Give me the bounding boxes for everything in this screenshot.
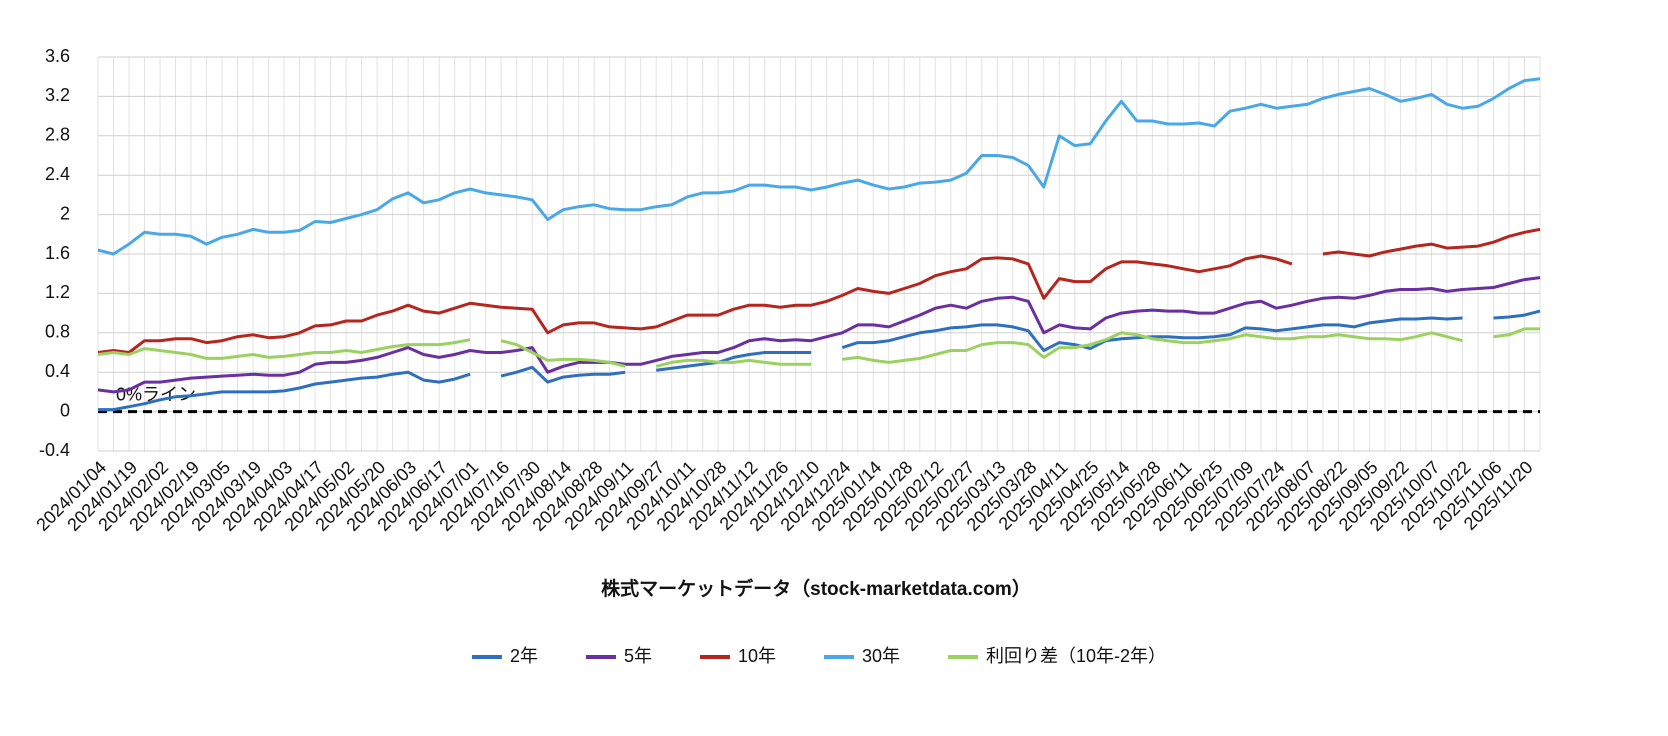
series-line <box>98 370 471 412</box>
y-tick-label: 2 <box>60 203 70 223</box>
y-tick-label: 1.2 <box>45 282 70 302</box>
legend-label: 利回り差（10年-2年） <box>986 646 1166 666</box>
y-tick-label: 0 <box>60 400 70 420</box>
legend-label: 30年 <box>862 646 900 666</box>
legend-label: 10年 <box>738 646 776 666</box>
series-line <box>655 358 812 368</box>
series-line <box>500 339 626 368</box>
y-tick-label: 0.4 <box>45 361 70 381</box>
series-line <box>656 351 812 372</box>
annotation: 0%ライン <box>116 384 196 404</box>
y-tick-label: 2.4 <box>45 164 70 184</box>
series-line <box>500 365 626 384</box>
series-line <box>841 316 1463 352</box>
series-line <box>1322 227 1541 258</box>
legend: 2年 5年 10年 30年 利回り差（10年-2年） <box>471 646 1166 666</box>
series-line <box>97 338 471 360</box>
y-tick-label: 3.6 <box>45 46 70 66</box>
legend-label: 2年 <box>510 646 538 666</box>
y-tick-label: 0.8 <box>45 322 70 342</box>
series-line <box>97 276 1541 394</box>
series-line <box>842 331 1463 364</box>
series-line <box>97 77 1541 256</box>
series-line <box>1493 309 1541 320</box>
series-line <box>97 254 1293 354</box>
y-tick-label: 3.2 <box>45 85 70 105</box>
y-tick-label: -0.4 <box>39 440 70 460</box>
y-tick-label: 1.6 <box>45 243 70 263</box>
series-line <box>1493 327 1540 339</box>
y-tick-label: 2.8 <box>45 125 70 145</box>
x-axis-title: 株式マーケットデータ（stock-marketdata.com） <box>601 577 1031 600</box>
legend-label: 5年 <box>624 646 652 666</box>
